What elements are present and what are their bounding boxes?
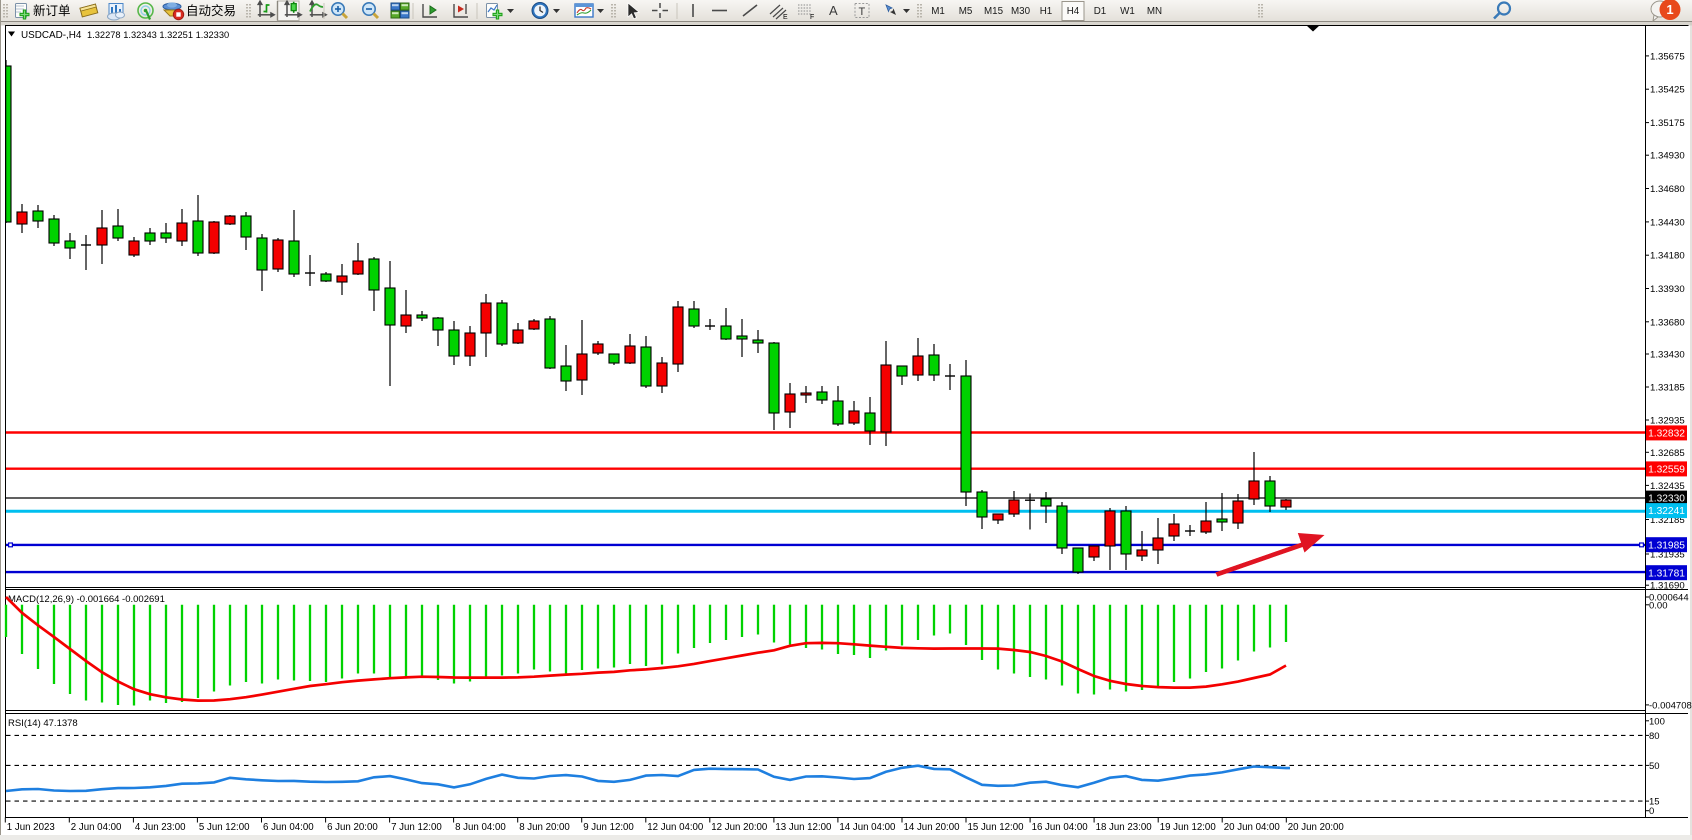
svg-text:1.32685: 1.32685 [1650, 448, 1685, 459]
svg-text:6 Jun 20:00: 6 Jun 20:00 [327, 822, 378, 833]
svg-text:1.32559: 1.32559 [1648, 465, 1685, 476]
svg-text:新订单: 新订单 [33, 3, 71, 18]
svg-text:13 Jun 12:00: 13 Jun 12:00 [775, 822, 832, 833]
svg-text:M5: M5 [959, 6, 973, 17]
svg-text:1.32832: 1.32832 [1648, 429, 1685, 440]
svg-text:100: 100 [1649, 716, 1665, 727]
svg-text:9 Jun 12:00: 9 Jun 12:00 [583, 822, 634, 833]
svg-text:1.33930: 1.33930 [1650, 284, 1685, 295]
svg-text:19 Jun 12:00: 19 Jun 12:00 [1160, 822, 1217, 833]
svg-text:8 Jun 04:00: 8 Jun 04:00 [455, 822, 506, 833]
svg-text:20 Jun 20:00: 20 Jun 20:00 [1288, 822, 1345, 833]
svg-text:1 Jun 2023: 1 Jun 2023 [7, 822, 55, 833]
svg-text:1.32435: 1.32435 [1650, 481, 1685, 492]
svg-text:1.33185: 1.33185 [1650, 383, 1685, 394]
svg-text:12 Jun 20:00: 12 Jun 20:00 [711, 822, 768, 833]
svg-text:1.32185: 1.32185 [1650, 515, 1685, 526]
svg-text:0.00: 0.00 [1649, 600, 1668, 611]
svg-text:1.32330: 1.32330 [1648, 494, 1685, 505]
svg-text:1.31781: 1.31781 [1648, 568, 1685, 579]
svg-text:1.35425: 1.35425 [1650, 85, 1685, 96]
svg-text:A: A [829, 3, 838, 18]
svg-text:5 Jun 12:00: 5 Jun 12:00 [199, 822, 250, 833]
svg-text:16 Jun 04:00: 16 Jun 04:00 [1032, 822, 1089, 833]
svg-text:1.35175: 1.35175 [1650, 118, 1685, 129]
svg-text:M30: M30 [1011, 6, 1031, 17]
svg-text:7 Jun 12:00: 7 Jun 12:00 [391, 822, 442, 833]
svg-text:8 Jun 20:00: 8 Jun 20:00 [519, 822, 570, 833]
svg-text:15: 15 [1649, 797, 1660, 808]
svg-text:1.34930: 1.34930 [1650, 151, 1685, 162]
svg-text:0: 0 [1649, 806, 1654, 817]
svg-text:E: E [783, 14, 788, 21]
svg-text:1.35675: 1.35675 [1650, 51, 1685, 62]
svg-text:1: 1 [1666, 2, 1673, 17]
svg-text:D1: D1 [1094, 6, 1107, 17]
svg-text:T: T [859, 6, 866, 18]
svg-text:MACD(12,26,9) -0.001664 -0.002: MACD(12,26,9) -0.001664 -0.002691 [8, 594, 165, 605]
svg-text:14 Jun 04:00: 14 Jun 04:00 [839, 822, 896, 833]
svg-text:H1: H1 [1040, 6, 1053, 17]
svg-text:1.31985: 1.31985 [1648, 540, 1685, 551]
svg-text:H4: H4 [1067, 6, 1080, 17]
svg-text:80: 80 [1649, 731, 1660, 742]
svg-text:1.34430: 1.34430 [1650, 217, 1685, 228]
svg-text:1.31935: 1.31935 [1650, 550, 1685, 561]
svg-text:1.33430: 1.33430 [1650, 350, 1685, 361]
svg-text:1.31690: 1.31690 [1650, 581, 1685, 592]
svg-text:M1: M1 [931, 6, 945, 17]
svg-text:14 Jun 20:00: 14 Jun 20:00 [904, 822, 961, 833]
svg-text:-0.004708: -0.004708 [1649, 700, 1692, 711]
svg-text:W1: W1 [1120, 6, 1135, 17]
svg-text:RSI(14) 47.1378: RSI(14) 47.1378 [8, 718, 78, 729]
svg-text:MN: MN [1147, 6, 1162, 17]
svg-text:1.34680: 1.34680 [1650, 184, 1685, 195]
svg-text:20 Jun 04:00: 20 Jun 04:00 [1224, 822, 1281, 833]
svg-text:0.000644: 0.000644 [1649, 593, 1689, 604]
svg-text:USDCAD-,H4: USDCAD-,H4 [21, 30, 82, 41]
svg-text:1.33680: 1.33680 [1650, 317, 1685, 328]
svg-text:12 Jun 04:00: 12 Jun 04:00 [647, 822, 704, 833]
svg-text:15 Jun 12:00: 15 Jun 12:00 [968, 822, 1025, 833]
svg-text:18 Jun 23:00: 18 Jun 23:00 [1096, 822, 1153, 833]
svg-text:F: F [810, 14, 814, 21]
svg-text:50: 50 [1649, 761, 1660, 772]
svg-text:M15: M15 [984, 6, 1004, 17]
svg-text:4 Jun 23:00: 4 Jun 23:00 [135, 822, 186, 833]
svg-text:1.32241: 1.32241 [1648, 506, 1685, 517]
svg-text:6 Jun 04:00: 6 Jun 04:00 [263, 822, 314, 833]
svg-text:1.32278 1.32343 1.32251 1.3233: 1.32278 1.32343 1.32251 1.32330 [87, 30, 229, 40]
svg-text:2 Jun 04:00: 2 Jun 04:00 [71, 822, 122, 833]
svg-text:1.32935: 1.32935 [1650, 416, 1685, 427]
svg-text:1.34180: 1.34180 [1650, 251, 1685, 262]
svg-text:自动交易: 自动交易 [186, 3, 236, 18]
